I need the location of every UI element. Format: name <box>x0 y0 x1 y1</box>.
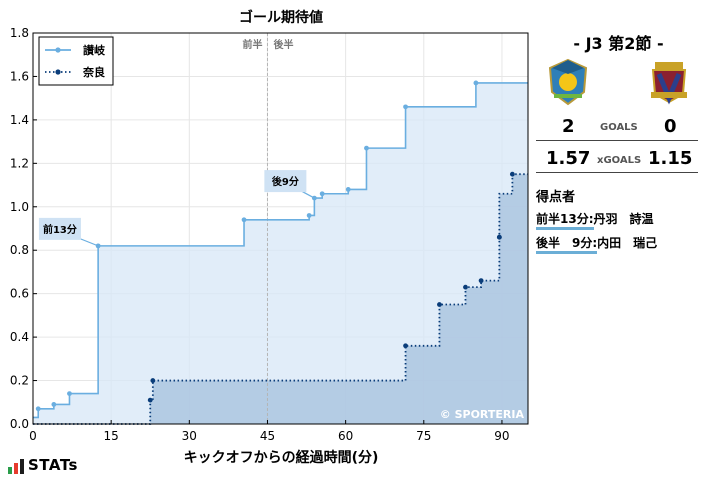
legend-marker <box>55 47 61 53</box>
legend-box <box>38 36 114 86</box>
x-tick-label: 0 <box>29 429 37 443</box>
stats-logo: STATs <box>8 456 78 474</box>
legend-marker <box>55 69 61 75</box>
annotation-label: 後9分 <box>272 175 299 188</box>
nara-crest-icon <box>651 62 687 105</box>
data-point <box>509 171 515 177</box>
annotation-box <box>38 217 81 240</box>
data-point <box>478 278 484 284</box>
data-point <box>67 391 72 396</box>
divider <box>536 172 698 173</box>
data-point <box>51 402 57 407</box>
axes-frame <box>32 32 529 425</box>
data-point <box>319 191 325 197</box>
data-point <box>241 217 247 223</box>
y-tick-label: 0.0 <box>10 417 29 431</box>
series-area-1 <box>33 174 528 424</box>
data-point <box>364 145 369 151</box>
goals-label: GOALS <box>600 122 638 133</box>
x-tick-label: 15 <box>104 429 119 443</box>
x-tick-label: 90 <box>494 429 509 443</box>
annotation-box <box>264 170 307 193</box>
series-area-0 <box>33 82 528 424</box>
away-goals: 0 <box>664 116 677 137</box>
match-summary-panel: - J3 第2節 - 2 GOALS 0 1.57 xGOALS 1.15 得点… <box>530 0 707 479</box>
y-tick-label: 0.8 <box>10 243 29 257</box>
y-tick-label: 0.6 <box>10 287 29 301</box>
y-tick-label: 1.2 <box>10 156 29 170</box>
y-tick-label: 1.6 <box>10 69 29 83</box>
y-tick-label: 1.4 <box>10 113 29 127</box>
halftime-label-first: 前半 <box>242 38 262 51</box>
data-point <box>147 397 153 403</box>
stats-logo-icon <box>8 459 24 474</box>
xg-label: xGOALS <box>597 155 642 166</box>
divider <box>536 140 698 141</box>
legend-label: 讃岐 <box>83 43 106 57</box>
legend-label: 奈良 <box>82 65 105 79</box>
data-point <box>345 187 351 192</box>
match-title: - J3 第2節 - <box>573 34 664 53</box>
annotation-label: 前13分 <box>43 223 77 236</box>
y-tick-label: 1.0 <box>10 200 29 214</box>
x-tick-label: 60 <box>338 429 353 443</box>
scorer-time: 前半13分: <box>536 212 594 230</box>
scorer-time: 後半 9分: <box>536 236 598 254</box>
halftime-label-second: 後半 <box>273 38 293 51</box>
x-tick-label: 45 <box>260 429 275 443</box>
home-xg: 1.57 <box>546 148 591 169</box>
away-xg: 1.15 <box>648 148 693 169</box>
data-point <box>463 284 468 290</box>
data-point <box>150 378 156 383</box>
stats-logo-text: STATs <box>28 456 78 474</box>
home-goals: 2 <box>562 116 575 137</box>
x-axis-label: キックオフからの経過時間(分) <box>184 449 379 466</box>
y-tick-label: 0.4 <box>10 330 29 344</box>
data-point <box>311 195 317 201</box>
chart-title: ゴール期待値 <box>239 9 323 26</box>
data-point <box>473 80 479 86</box>
data-point <box>306 213 312 218</box>
x-tick-label: 30 <box>182 429 197 443</box>
series-line-1 <box>33 173 528 425</box>
y-tick-label: 1.8 <box>10 26 29 40</box>
scorers-heading: 得点者 <box>536 190 576 205</box>
data-point <box>496 234 502 240</box>
data-point <box>403 104 408 110</box>
scorer-item: 前半13分:丹羽 詩温 <box>536 210 654 230</box>
scorer-name: 内田 瑞己 <box>597 236 658 250</box>
scorer-item: 後半 9分:内田 瑞己 <box>536 234 658 254</box>
data-point <box>403 343 408 349</box>
y-tick-label: 0.2 <box>10 374 29 388</box>
data-point <box>437 302 442 307</box>
sanuki-crest-icon <box>548 58 588 106</box>
data-point <box>35 406 41 412</box>
watermark: © SPORTERIA <box>440 408 525 421</box>
scorer-name: 丹羽 詩温 <box>593 212 654 226</box>
x-tick-label: 75 <box>416 429 431 443</box>
